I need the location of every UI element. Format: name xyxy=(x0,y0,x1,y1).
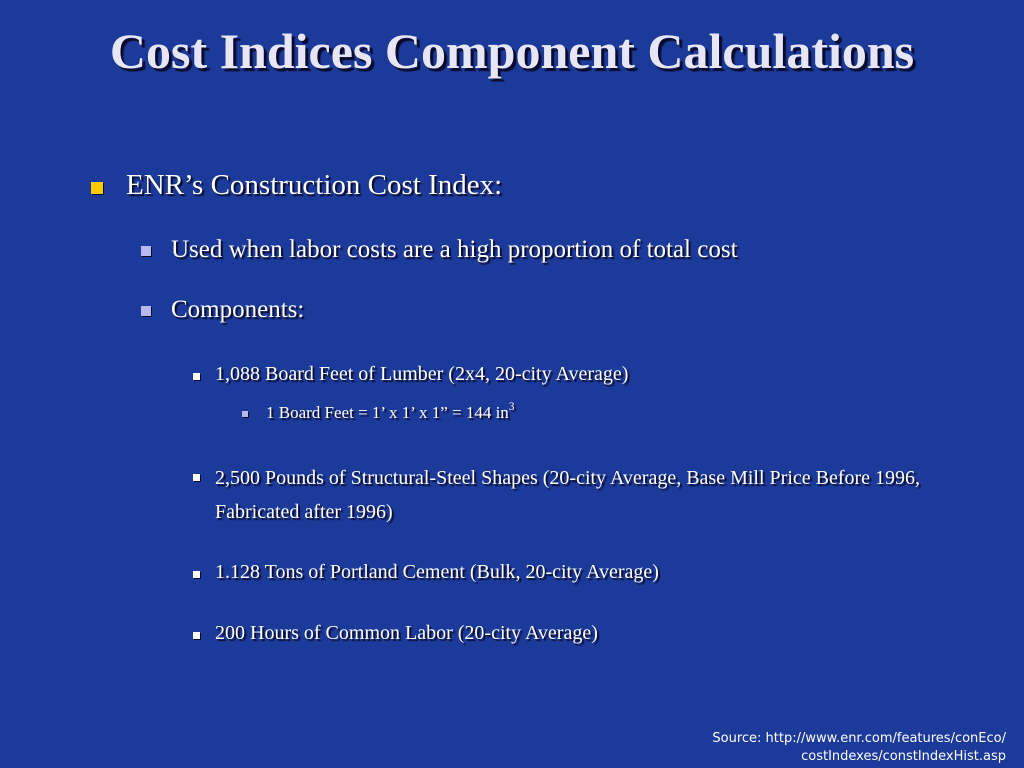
component-steel: 2,500 Pounds of Structural-Steel Shapes … xyxy=(215,467,921,523)
square-bullet-icon xyxy=(242,411,248,417)
square-bullet-icon xyxy=(141,306,151,316)
square-bullet-icon xyxy=(193,474,200,481)
square-bullet-icon xyxy=(193,632,200,639)
bullet-used-when: Used when labor costs are a high proport… xyxy=(171,236,738,263)
bullet-components: Components: xyxy=(171,296,305,323)
source-line-1: Source: http://www.enr.com/features/conE… xyxy=(712,731,1006,746)
square-bullet-icon xyxy=(141,246,151,256)
board-feet-definition: 1 Board Feet = 1’ x 1’ x 1” = 144 in3 xyxy=(266,401,515,423)
source-line-2: costIndexes/constIndexHist.asp xyxy=(801,749,1006,764)
cubic-superscript: 3 xyxy=(508,401,515,413)
bullet-enr-cci: ENR’s Construction Cost Index: xyxy=(126,169,503,201)
square-bullet-icon xyxy=(91,182,103,194)
square-bullet-icon xyxy=(193,373,200,380)
board-feet-definition-text: 1 Board Feet = 1’ x 1’ x 1” = 144 in xyxy=(266,403,509,422)
component-labor: 200 Hours of Common Labor (20-city Avera… xyxy=(215,622,598,644)
square-bullet-icon xyxy=(193,571,200,578)
slide-title: Cost Indices Component Calculations xyxy=(109,23,915,79)
source-citation: Source: http://www.enr.com/features/conE… xyxy=(586,730,1006,766)
component-lumber: 1,088 Board Feet of Lumber (2x4, 20-city… xyxy=(215,363,629,385)
component-cement: 1.128 Tons of Portland Cement (Bulk, 20-… xyxy=(215,561,659,583)
